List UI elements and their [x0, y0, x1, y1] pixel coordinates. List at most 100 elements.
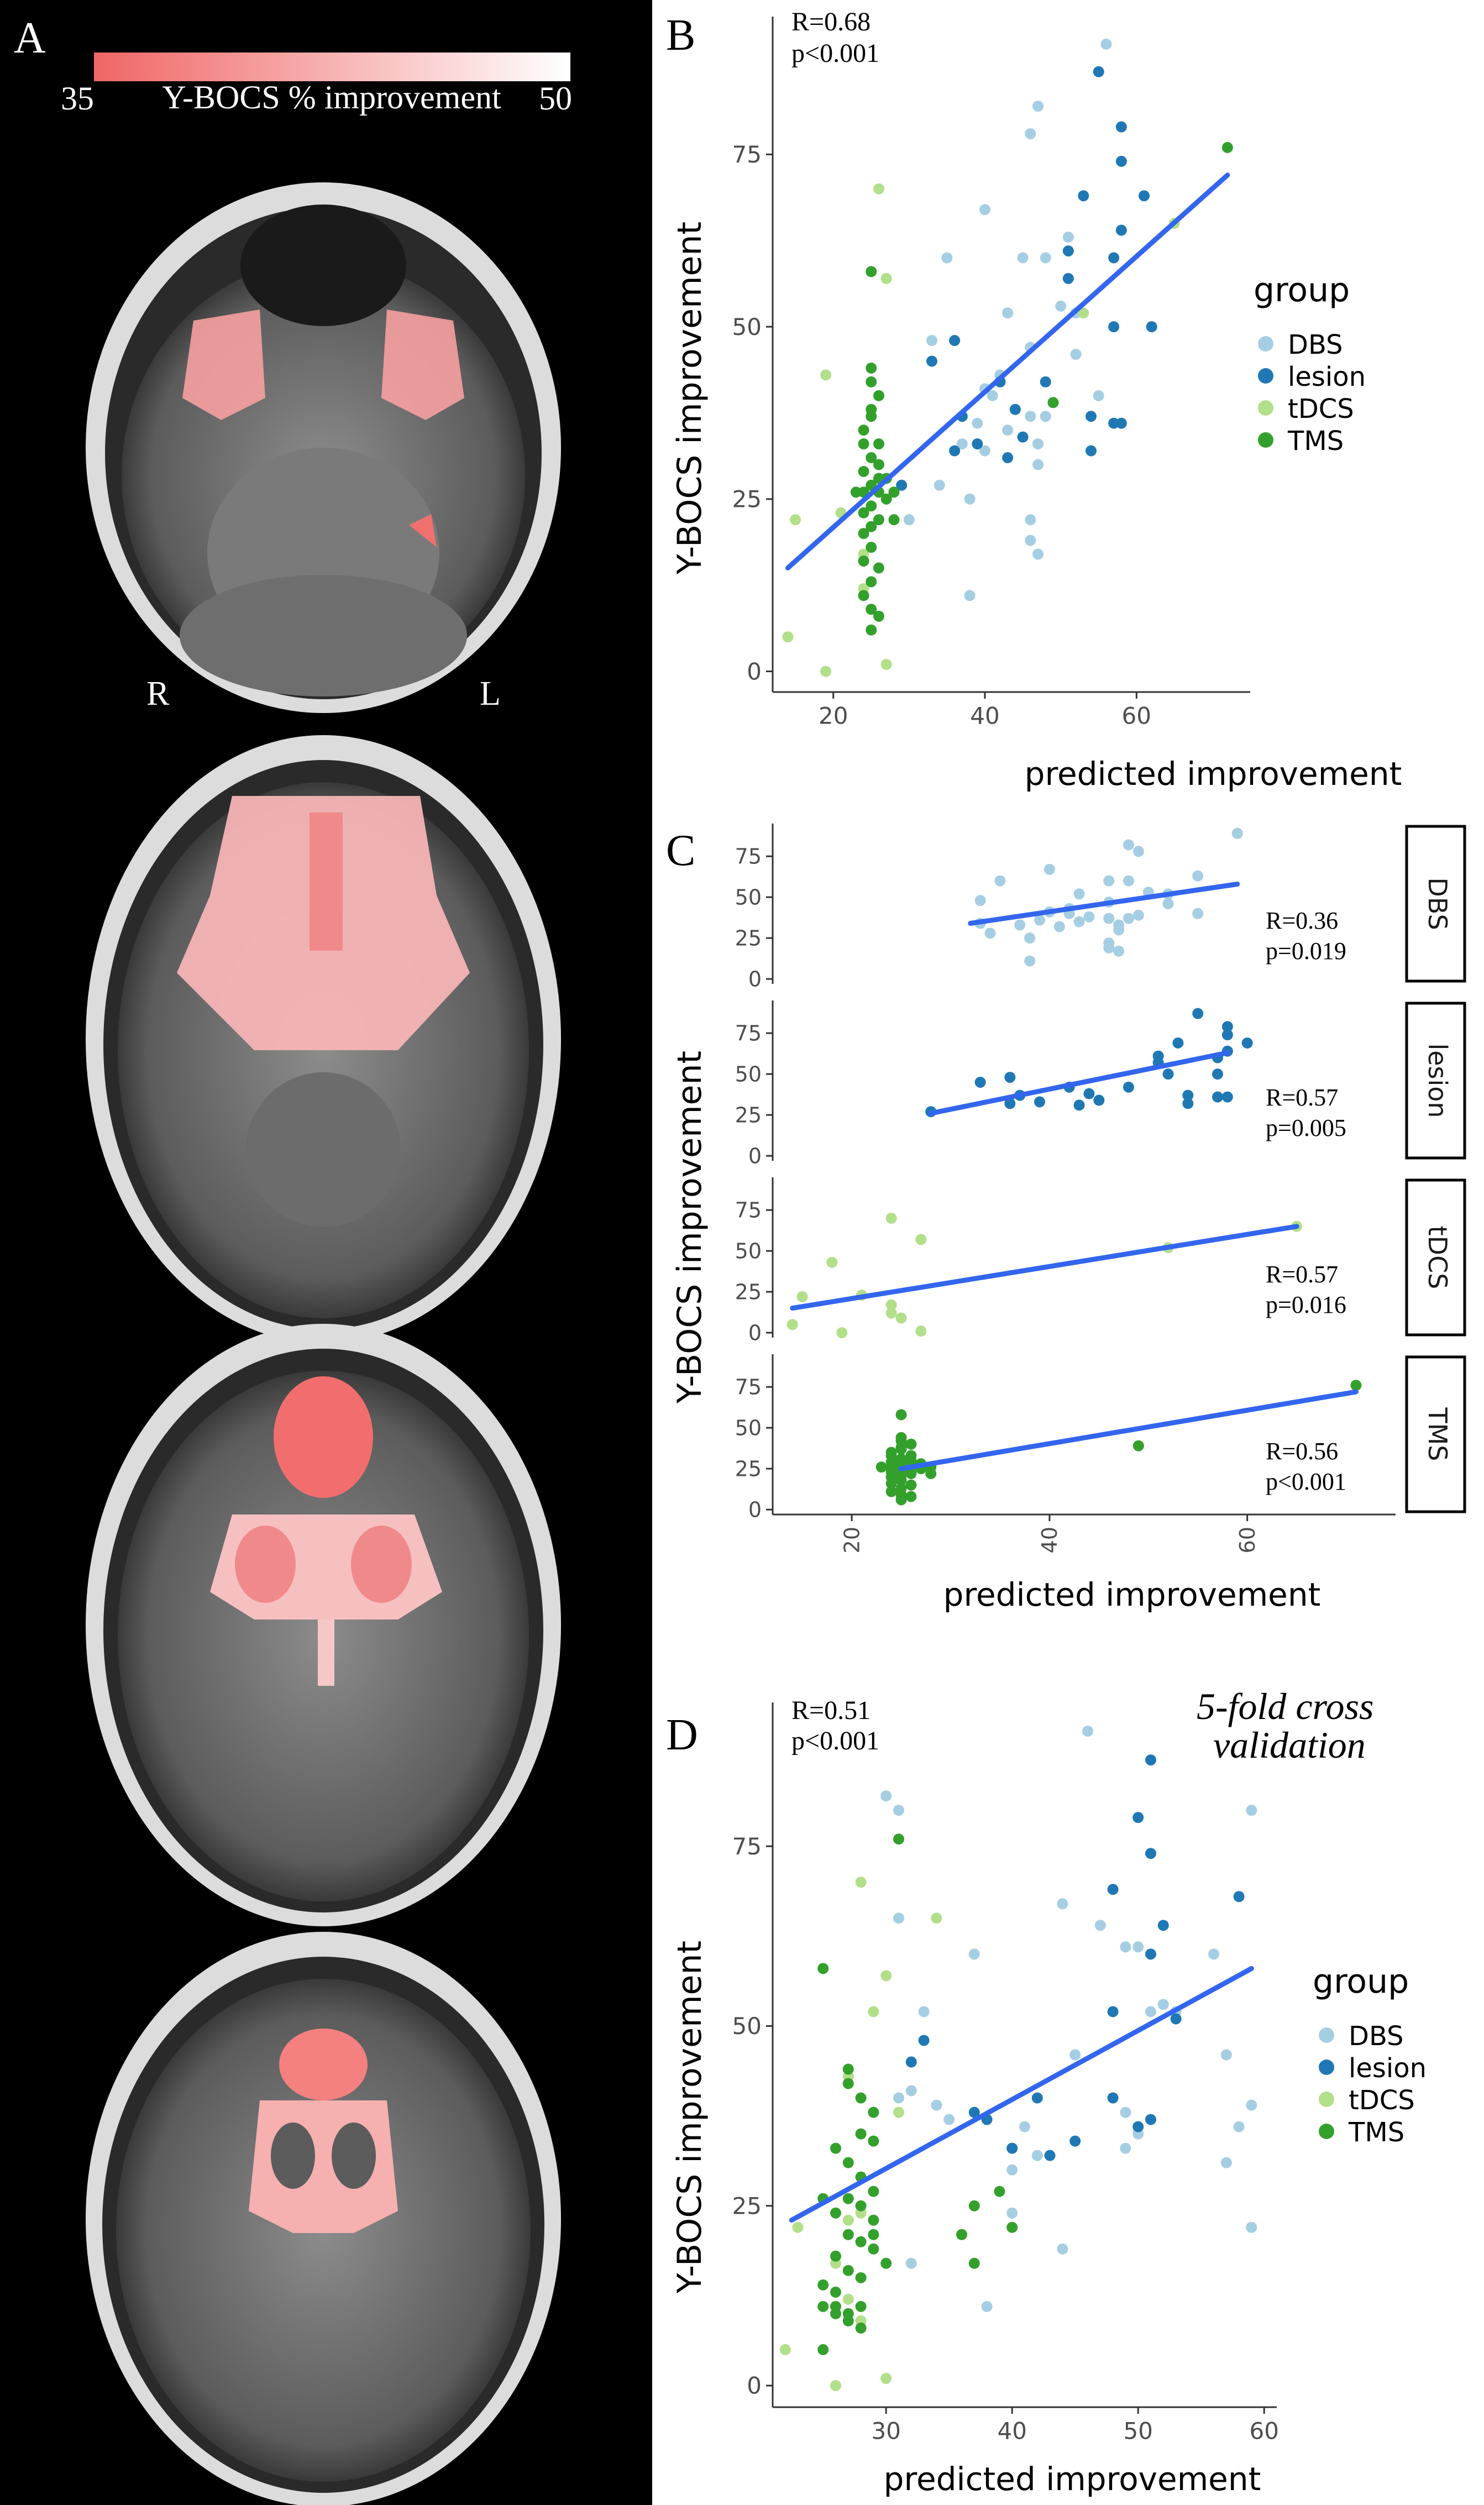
panel-d-point-tdcs — [779, 2344, 791, 2355]
panel-d-point-tms — [817, 2279, 829, 2291]
panel-d-point-lesion — [918, 2035, 930, 2046]
panel-c-tdcs-point-tdcs — [796, 1291, 808, 1303]
brain-slice-4 — [86, 1932, 561, 2505]
panel-b-point-lesion — [1086, 411, 1097, 422]
panel-c-dbs-fit-line — [968, 881, 1240, 926]
legend-panel-b: group DBS lesion tDCS TMS — [1254, 271, 1366, 457]
panel-b-point-tms — [850, 486, 862, 498]
panel-d-point-dbs — [1120, 1941, 1131, 1953]
panel-b-point-tms — [873, 390, 884, 401]
panel-c-lesion-fit-line — [928, 1050, 1230, 1116]
panel-d-point-tms — [868, 2186, 879, 2197]
panel-c-lesion-y-tick-label: 0 — [748, 1144, 762, 1168]
brain-slice-2 — [86, 735, 561, 1343]
panel-d-point-tdcs — [880, 1970, 892, 1982]
panel-b-point-tms — [858, 465, 869, 477]
panel-d-point-lesion — [1145, 2114, 1156, 2125]
panel-b-point-lesion — [1040, 376, 1051, 387]
panel-d-point-dbs — [1031, 2150, 1043, 2161]
panel-b-point-dbs — [956, 438, 968, 450]
panel-c-tms-point-tms — [905, 1455, 917, 1466]
panel-d-point-lesion — [1107, 1884, 1119, 1895]
panel-c-dbs-point-dbs — [1073, 916, 1085, 927]
legend-b-swatch-dbs — [1258, 336, 1273, 352]
colorbar-min-label: 35 — [61, 80, 94, 117]
orientation-left-label: L — [480, 675, 501, 712]
panel-b-point-lesion — [1062, 272, 1074, 284]
legend-d-swatch-tms — [1319, 2124, 1334, 2139]
panel-d-point-lesion — [1145, 1948, 1156, 1960]
panel-b-point-dbs — [1002, 425, 1014, 436]
panel-c-stat-p-tms: p<0.001 — [1266, 1468, 1346, 1495]
panel-c-tms-point-tms — [1132, 1440, 1144, 1451]
panel-c-dbs-point-dbs — [1103, 913, 1115, 924]
brain-slice-3 — [86, 1324, 561, 1926]
panel-d-point-tms — [893, 1833, 904, 1845]
panel-b-point-lesion — [896, 479, 908, 491]
panel-c-lesion-point-lesion — [1123, 1081, 1134, 1093]
panel-b-y-tick-label: 50 — [732, 313, 762, 340]
panel-b-point-tdcs — [880, 272, 892, 284]
panel-d-point-dbs — [1157, 1999, 1169, 2010]
panel-d-point-tms — [830, 2142, 841, 2154]
panel-d-point-tdcs — [868, 2006, 879, 2017]
panel-c-lesion-point-lesion — [1093, 1094, 1105, 1106]
panel-b-ylabel: Y-BOCS improvement — [670, 222, 709, 575]
panel-c-tms-y-tick-label: 50 — [735, 1416, 762, 1440]
panel-c-tms-point-tms — [905, 1479, 917, 1491]
panel-c-dbs-point-dbs — [1103, 942, 1115, 953]
panel-d-x-tick-label: 50 — [1123, 2418, 1152, 2445]
legend-d-swatch-tdcs — [1319, 2092, 1334, 2107]
panel-c-tms-point-tms — [895, 1494, 907, 1506]
panel-d-point-dbs — [1132, 1941, 1144, 1953]
panel-c-tms-point-tms — [905, 1438, 917, 1450]
panel-d-point-lesion — [1233, 1891, 1245, 1903]
panel-d-note-line1: 5-fold cross — [1197, 1685, 1373, 1727]
legend-b-label-tms: TMS — [1287, 426, 1344, 457]
legend-d-label-dbs: DBS — [1349, 2021, 1404, 2052]
panel-b-point-tms — [858, 590, 869, 601]
panel-d-point-lesion — [1069, 2135, 1081, 2147]
panel-b-point-tdcs — [880, 659, 892, 670]
legend-d-label-tms: TMS — [1348, 2117, 1404, 2148]
panel-c-tms-point-tms — [1350, 1380, 1362, 1391]
panel-d-point-dbs — [1006, 2207, 1018, 2219]
panel-d-point-lesion — [1157, 1920, 1169, 1931]
panel-b-point-tms — [866, 500, 877, 512]
panel-c-dbs-point-dbs — [1073, 888, 1085, 900]
panel-d-point-lesion — [1145, 1848, 1156, 1859]
panel-c-dbs-point-dbs — [1162, 898, 1174, 909]
panel-d-point-tms — [868, 2106, 879, 2118]
panel-d-point-tms — [855, 2236, 867, 2247]
panel-b-point-lesion — [1093, 66, 1104, 77]
panel-d-point-tms — [817, 1963, 829, 1974]
panel-b-point-dbs — [926, 335, 937, 347]
panel-d-point-tms — [842, 2265, 854, 2276]
panel-c-lesion-y-tick-label: 25 — [735, 1103, 762, 1127]
panel-b-y-tick-label: 75 — [732, 141, 762, 168]
panel-b-point-dbs — [964, 590, 976, 601]
panel-d-point-dbs — [1233, 2121, 1245, 2132]
panel-d-point-tms — [830, 2207, 841, 2219]
panel-b-point-tms — [873, 438, 884, 450]
panel-b-point-lesion — [1108, 417, 1120, 429]
panel-d-point-dbs — [905, 2257, 917, 2269]
panel-b-fit-line — [785, 172, 1230, 571]
panel-c-lesion-y-tick-label: 50 — [735, 1062, 762, 1086]
panel-a-letter: A — [14, 14, 46, 62]
panel-c-tms-y-tick-label: 0 — [748, 1497, 762, 1522]
panel-b-point-dbs — [1032, 438, 1043, 450]
panel-b-point-tms — [873, 514, 884, 526]
panel-c-facet-lesion: 0 25 50 75 lesion R=0.57 p=0.005 — [735, 1000, 1466, 1168]
legend-b-swatch-lesion — [1258, 368, 1273, 384]
panel-d-xlabel: predicted improvement — [884, 2460, 1261, 2498]
panel-b-point-tms — [873, 610, 884, 622]
panel-d-point-tms — [968, 2257, 980, 2269]
panel-c-tms-fit-line — [899, 1389, 1359, 1471]
panel-d-point-dbs — [968, 1948, 980, 1960]
panel-c-tdcs-point-tdcs — [885, 1212, 897, 1224]
panel-b-point-dbs — [1040, 411, 1051, 422]
panel-c-xlabel: predicted improvement — [943, 1576, 1321, 1613]
panel-d-point-dbs — [893, 1912, 904, 1924]
